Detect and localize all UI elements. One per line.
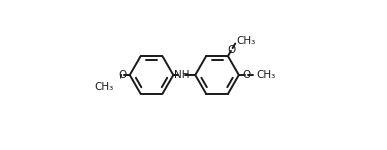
Text: NH: NH xyxy=(174,70,189,80)
Text: O: O xyxy=(228,45,236,54)
Text: O: O xyxy=(118,70,127,80)
Text: O: O xyxy=(242,70,251,80)
Text: CH₃: CH₃ xyxy=(236,36,256,46)
Text: CH₃: CH₃ xyxy=(256,70,275,80)
Text: CH₃: CH₃ xyxy=(94,82,113,92)
